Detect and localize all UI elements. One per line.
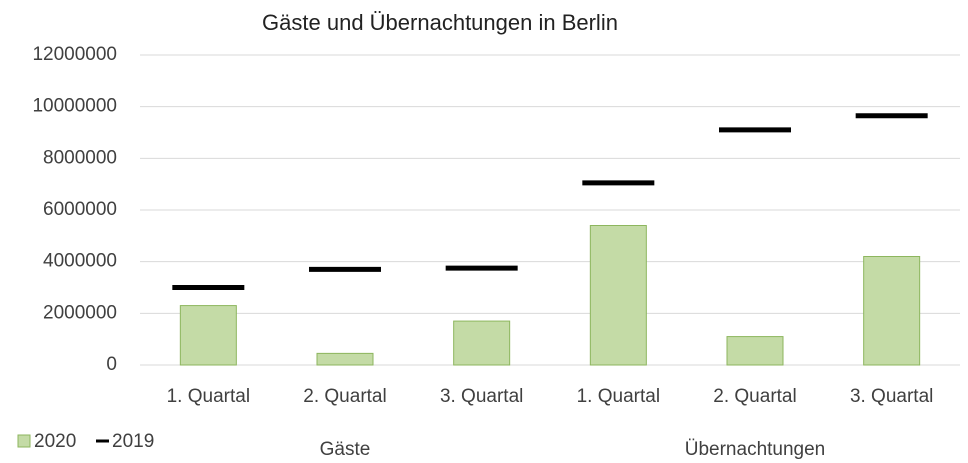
bar [863, 256, 921, 366]
group-label: Gäste [320, 439, 371, 460]
y-tick-label: 6000000 [43, 199, 117, 220]
group-label: Übernachtungen [685, 439, 826, 460]
bar [453, 320, 511, 366]
legend-label: 2020 [34, 431, 76, 452]
x-tick-label: 1. Quartal [577, 386, 660, 407]
x-tick-label: 2. Quartal [303, 386, 386, 407]
bar [179, 305, 237, 366]
y-tick-label: 0 [106, 354, 117, 375]
y-tick-label: 4000000 [43, 251, 117, 272]
x-tick-label: 3. Quartal [440, 386, 523, 407]
y-tick-label: 10000000 [32, 96, 117, 117]
bar [589, 225, 647, 366]
chart-title: Gäste und Übernachtungen in Berlin [262, 10, 618, 35]
y-tick-label: 12000000 [32, 44, 117, 65]
bar [726, 336, 784, 366]
legend-swatch [17, 434, 31, 448]
x-tick-label: 3. Quartal [850, 386, 933, 407]
y-tick-label: 2000000 [43, 302, 117, 323]
bar [316, 352, 374, 366]
y-tick-label: 8000000 [43, 147, 117, 168]
x-tick-label: 1. Quartal [167, 386, 250, 407]
x-tick-label: 2. Quartal [713, 386, 796, 407]
legend-label: 2019 [112, 431, 154, 452]
